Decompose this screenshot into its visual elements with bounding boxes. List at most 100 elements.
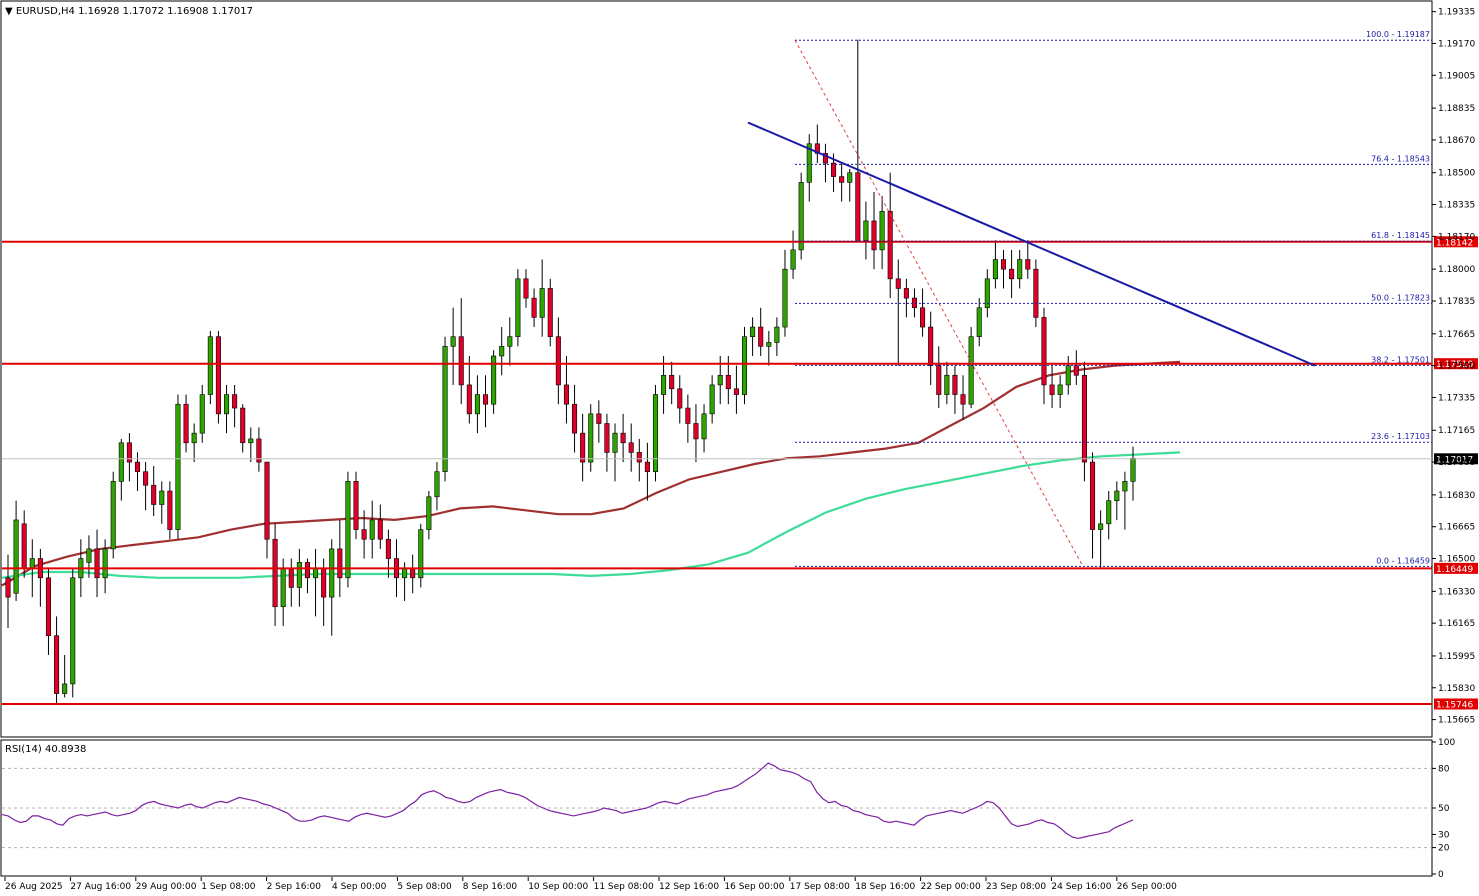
candle-bear — [5, 577, 11, 598]
rsi-tick-label: 80 — [1438, 764, 1450, 774]
candle-bear — [831, 162, 837, 177]
candle-bear — [45, 577, 51, 636]
candle-bear — [677, 388, 683, 409]
candle-bull — [863, 220, 869, 241]
time-tick-label: 11 Sep 08:00 — [594, 882, 654, 892]
level-price-label: 1.18142 — [1436, 238, 1473, 248]
bearish-trendline — [747, 121, 1316, 367]
candle-bear — [928, 326, 934, 366]
candle-bear — [167, 490, 173, 530]
candle-bear — [183, 403, 189, 444]
candle-bull — [118, 442, 124, 482]
candle-bear — [669, 374, 675, 390]
candle-bear — [920, 307, 926, 328]
candle-bear — [240, 407, 246, 444]
fib-level-label: 38.2 - 1.17501 — [1371, 355, 1430, 364]
time-tick-label: 8 Sep 16:00 — [463, 882, 518, 892]
price-tick-label: 1.18500 — [1438, 169, 1475, 179]
candle-bull — [507, 336, 513, 347]
candle-bear — [54, 635, 60, 694]
rsi-tick-label: 30 — [1438, 830, 1450, 840]
candle-bear — [377, 519, 383, 540]
candle-bear — [523, 278, 529, 299]
candle-bull — [515, 278, 521, 337]
candle-bull — [661, 374, 667, 395]
price-tick-label: 1.16500 — [1438, 555, 1475, 565]
candle-bull — [110, 481, 116, 550]
fib-level-label: 50.0 - 1.17823 — [1371, 293, 1430, 302]
price-tick-label: 1.16665 — [1438, 523, 1475, 533]
candle-bear — [644, 461, 650, 473]
time-tick-label: 23 Sep 08:00 — [986, 882, 1046, 892]
candle-bull — [199, 394, 205, 434]
candle-bear — [272, 538, 278, 608]
candle-bull — [29, 558, 35, 569]
candle-bear — [126, 442, 132, 463]
candle-bear — [604, 423, 610, 453]
candle-bear — [256, 438, 262, 463]
price-tick-label: 1.18670 — [1438, 136, 1475, 146]
candle-bear — [361, 529, 367, 540]
time-tick-label: 18 Sep 16:00 — [855, 882, 915, 892]
candle-bull — [539, 288, 545, 318]
candle-bear — [839, 176, 845, 183]
candle-bull — [976, 307, 982, 337]
candle-bear — [1041, 317, 1047, 386]
candle-bear — [1033, 268, 1039, 318]
rsi-header: RSI(14) 40.8938 — [5, 744, 86, 755]
time-tick-label: 27 Aug 16:00 — [70, 882, 131, 892]
candle-bull — [223, 394, 230, 415]
level-price-tag — [1434, 358, 1478, 370]
time-tick-label: 26 Aug 2025 — [5, 882, 63, 892]
candle-bear — [288, 567, 294, 588]
candle-bear — [1090, 461, 1096, 530]
time-tick-label: 16 Sep 00:00 — [724, 882, 784, 892]
time-tick-label: 10 Sep 00:00 — [528, 882, 588, 892]
candle-bear — [758, 326, 764, 347]
candle-bear — [134, 461, 141, 473]
candle-bear — [337, 548, 343, 579]
candle-bull — [86, 548, 92, 563]
candle-bear — [936, 365, 942, 395]
candle-bull — [296, 562, 302, 588]
price-tick-label: 1.17835 — [1438, 297, 1475, 307]
candle-bull — [984, 278, 990, 309]
candle-bear — [620, 432, 626, 444]
candle-bull — [588, 413, 594, 463]
candle-bear — [596, 413, 602, 424]
candle-bull — [612, 432, 618, 453]
time-tick-label: 5 Sep 08:00 — [397, 882, 452, 892]
level-price-label: 1.16449 — [1436, 565, 1473, 575]
level-price-label: 1.17510 — [1436, 360, 1473, 370]
candle-bull — [790, 249, 796, 270]
candle-bear — [855, 172, 861, 241]
candle-bull — [774, 326, 780, 343]
symbol-header: ▼ EURUSD,H4 1.16928 1.17072 1.16908 1.17… — [5, 6, 253, 17]
candle-bull — [450, 336, 456, 347]
price-tick-label: 1.15830 — [1438, 684, 1475, 694]
candle-bear — [466, 384, 472, 415]
candle-bear — [547, 288, 553, 337]
candle-bull — [418, 529, 424, 579]
candle-bear — [1073, 365, 1079, 376]
price-tick-label: 1.19170 — [1438, 39, 1475, 49]
candle-bear — [628, 442, 634, 453]
candle-bear — [572, 403, 578, 434]
candle-bull — [434, 471, 440, 498]
price-tick-label: 1.19005 — [1438, 71, 1475, 81]
candle-bull — [1106, 500, 1112, 525]
time-tick-label: 29 Aug 00:00 — [136, 882, 197, 892]
candle-bear — [822, 153, 828, 164]
candle-bear — [143, 471, 149, 486]
candle-bull — [879, 211, 885, 251]
price-tick-label: 1.16165 — [1438, 619, 1475, 629]
candle-bull — [402, 567, 408, 579]
candle-bear — [232, 394, 238, 409]
level-price-label: 1.15746 — [1436, 700, 1473, 710]
price-tick-label: 1.18170 — [1438, 232, 1475, 242]
candle-bear — [814, 143, 820, 154]
candle-bull — [62, 683, 68, 694]
price-tick-label: 1.17335 — [1438, 393, 1475, 403]
candle-bear — [264, 461, 270, 540]
